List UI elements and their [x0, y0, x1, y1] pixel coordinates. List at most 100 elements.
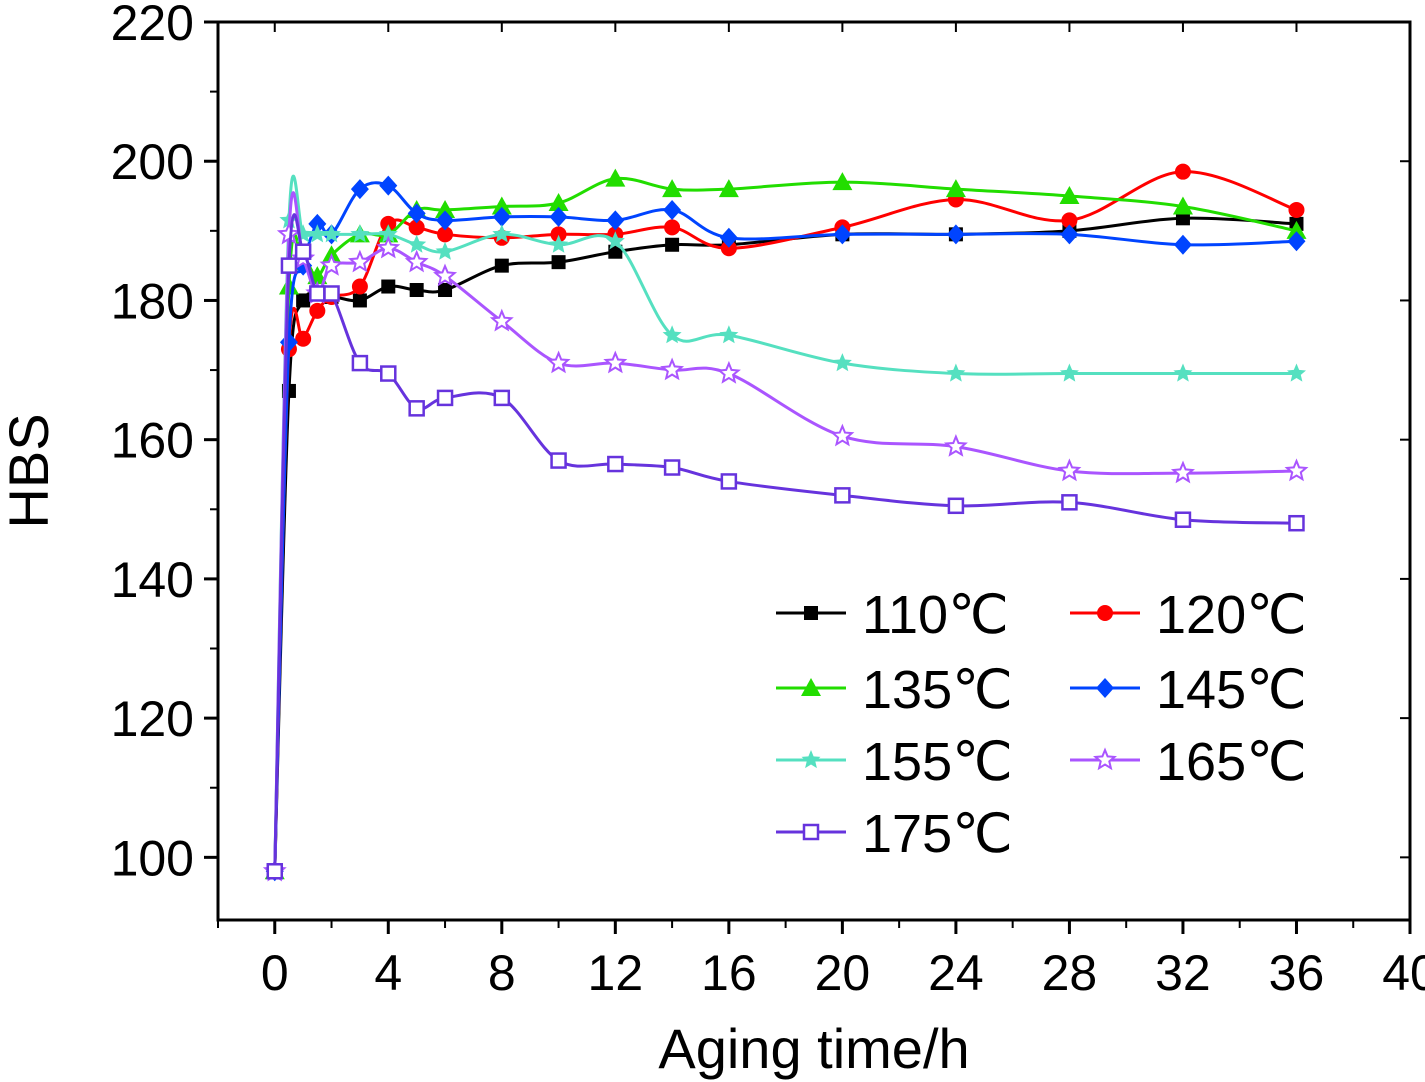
data-point: [379, 175, 398, 196]
data-point: [1060, 224, 1079, 245]
data-point: [492, 206, 511, 227]
data-point: [1057, 458, 1082, 482]
legend-item: 165℃: [1070, 732, 1307, 792]
data-point: [943, 433, 968, 457]
y-tick-label: 180: [111, 273, 194, 329]
x-tick-label: 12: [588, 945, 644, 1001]
data-point: [1170, 460, 1195, 484]
x-tick-label: 0: [261, 945, 289, 1001]
data-point: [946, 363, 966, 382]
series-layer: [262, 163, 1309, 882]
data-point: [489, 308, 514, 332]
legend-label: 155℃: [862, 732, 1013, 792]
x-axis-title: Aging time/h: [658, 1017, 969, 1080]
data-point: [309, 285, 326, 302]
data-point: [607, 455, 624, 473]
data-point: [435, 241, 455, 260]
data-point: [719, 227, 738, 248]
legend-item: 110℃: [776, 585, 1009, 645]
data-point: [605, 231, 625, 250]
data-point: [376, 235, 401, 259]
series-line: [273, 176, 1297, 872]
data-point: [1173, 363, 1193, 382]
data-point: [438, 283, 453, 298]
x-tick-label: 4: [374, 945, 402, 1001]
legend-marker: [1097, 605, 1113, 621]
series-line: [273, 191, 1297, 872]
series-line: [273, 216, 1297, 872]
data-point: [436, 389, 454, 407]
data-point: [492, 224, 512, 243]
data-point: [719, 325, 739, 344]
data-point: [551, 255, 566, 270]
series-line: [273, 213, 1297, 872]
data-point: [1059, 186, 1080, 205]
x-tick-label: 16: [701, 945, 757, 1001]
y-tick-label: 120: [111, 691, 194, 747]
data-point: [720, 473, 738, 490]
data-point: [407, 234, 427, 253]
legend-marker: [802, 823, 820, 841]
data-point: [437, 226, 454, 243]
series-line: [273, 174, 1297, 872]
data-point: [1173, 234, 1192, 255]
legend-label: 110℃: [862, 585, 1009, 645]
x-tick-label: 20: [815, 945, 871, 1001]
legend: 110℃ 120℃ 135℃ 145℃ 155℃ 165℃ 175℃: [776, 585, 1307, 864]
data-point: [945, 179, 966, 198]
data-point: [1288, 201, 1305, 218]
data-point: [1061, 494, 1078, 511]
legend-label: 135℃: [862, 660, 1013, 720]
data-point: [664, 219, 681, 236]
data-point: [407, 203, 426, 224]
x-tick-label: 40: [1382, 945, 1425, 1001]
data-point: [662, 179, 683, 198]
legend-label: 165℃: [1156, 732, 1307, 792]
data-point: [605, 168, 626, 187]
data-point: [435, 199, 456, 218]
legend-item: 155℃: [776, 732, 1013, 792]
data-point: [1174, 511, 1192, 528]
series-line: [273, 181, 1297, 872]
data-point: [718, 179, 739, 198]
data-point: [266, 863, 284, 880]
data-point: [351, 278, 368, 295]
series-6: [266, 213, 1305, 880]
data-point: [347, 249, 372, 273]
data-point: [351, 354, 369, 372]
legend-marker: [804, 606, 818, 620]
data-point: [1175, 211, 1190, 226]
data-point: [309, 302, 326, 319]
legend-marker: [801, 750, 821, 769]
legend-label: 145℃: [1156, 660, 1307, 720]
data-point: [1287, 363, 1306, 382]
data-point: [603, 350, 628, 374]
data-point: [494, 258, 509, 273]
y-tick-label: 220: [111, 0, 194, 51]
data-point: [350, 179, 369, 200]
plot-frame: [216, 20, 1412, 922]
data-point: [832, 172, 853, 191]
legend-item: 120℃: [1070, 585, 1307, 645]
data-point: [550, 226, 567, 243]
legend-marker: [801, 678, 821, 696]
data-point: [548, 192, 569, 211]
series-3: [265, 175, 1306, 882]
data-point: [1287, 231, 1306, 252]
data-point: [830, 423, 855, 447]
legend-item: 175℃: [776, 804, 1013, 864]
y-tick-label: 100: [111, 830, 194, 886]
data-point: [408, 400, 425, 417]
data-point: [323, 285, 340, 302]
data-point: [1061, 212, 1078, 229]
data-point: [1286, 220, 1307, 239]
data-point: [1284, 458, 1309, 482]
data-point: [834, 487, 851, 504]
data-point: [293, 224, 313, 243]
data-point: [606, 210, 625, 231]
data-point: [716, 360, 741, 384]
data-point: [380, 365, 397, 382]
data-point: [295, 330, 312, 347]
series-4: [265, 174, 1306, 880]
data-point: [307, 224, 327, 243]
